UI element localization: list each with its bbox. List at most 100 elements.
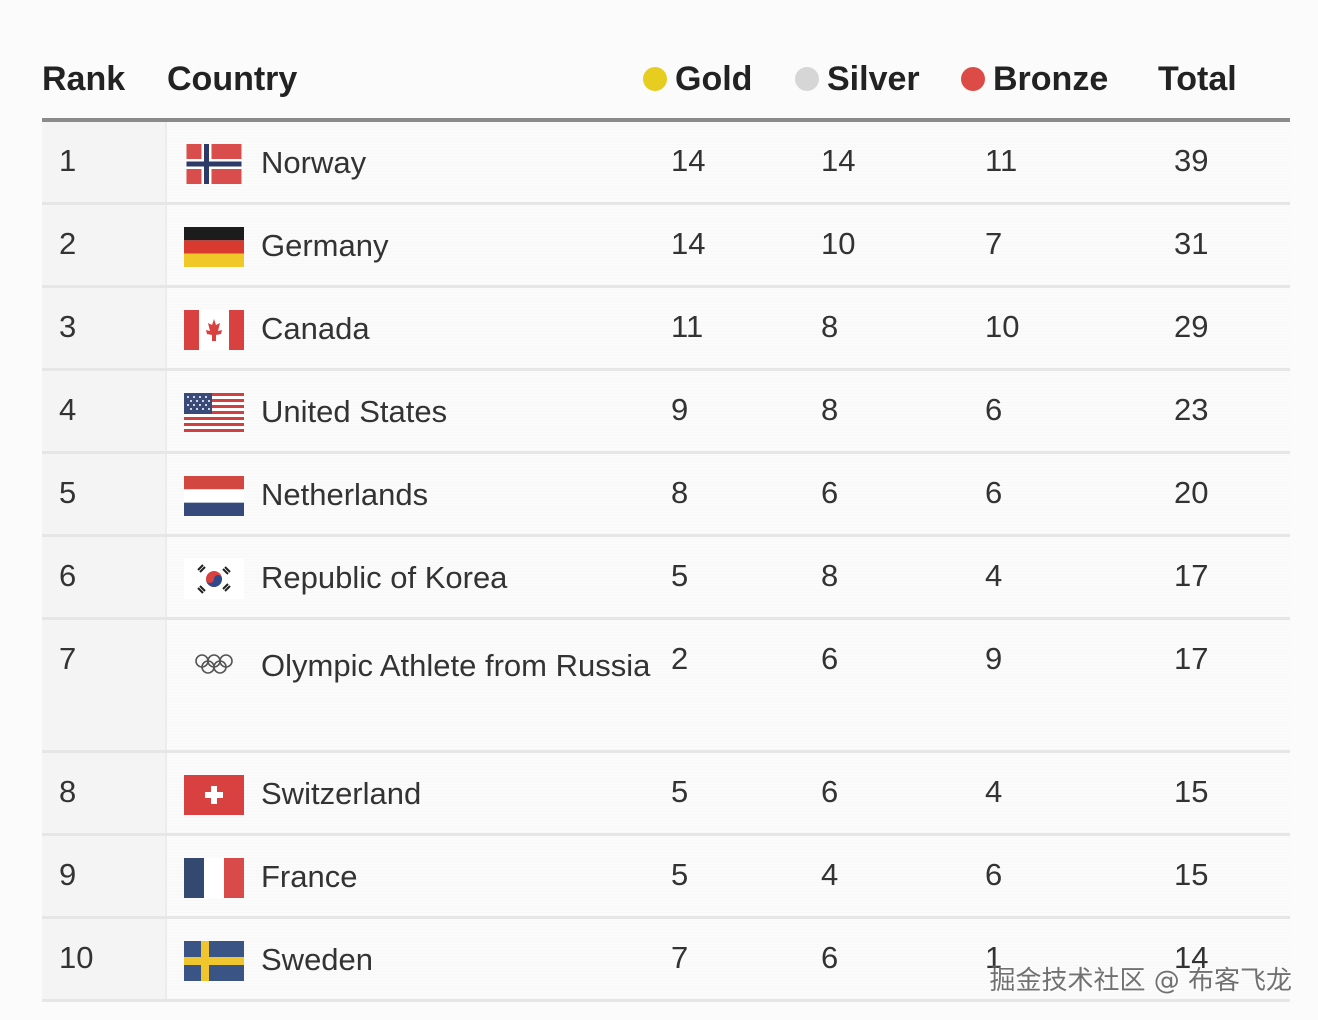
gold-count: 2 [671,641,689,676]
gold-count: 9 [671,392,689,427]
bronze-medal-icon [961,67,985,91]
germany-flag-icon [184,226,244,267]
country-name: Switzerland [261,776,422,811]
country-cell: United States [167,371,655,437]
watermark: 掘金技术社区 @ 布客飞龙 [989,966,1292,996]
table-row: 5 Netherlands 8 6 6 20 [42,454,1290,537]
total-count: 14 [1174,940,1209,975]
gold-count: 5 [671,774,689,809]
silver-count: 6 [821,940,839,975]
france-flag-icon [184,857,244,898]
table-row: 2 Germany 14 10 7 31 [42,205,1290,288]
table-row: 8 Switzerland 5 6 4 15 [42,753,1290,836]
bronze-count: 4 [985,774,1003,809]
sweden-flag-icon [184,940,244,981]
gold-count: 8 [671,475,689,510]
silver-count: 6 [821,475,839,510]
rank-cell: 1 [42,122,167,202]
netherlands-flag-icon [184,475,244,516]
total-count: 20 [1174,475,1209,510]
gold-count: 14 [671,143,706,178]
silver-medal-icon [795,67,819,91]
table-row: 7 Olympic Athlete from Russia 2 6 9 17 [42,620,1290,753]
bronze-count: 10 [985,309,1020,344]
olympic-rings-icon [195,654,233,674]
total-count: 15 [1174,857,1209,892]
header-silver-label: Silver [827,59,920,98]
header-bronze-label: Bronze [993,59,1109,98]
header-gold[interactable]: Gold [643,60,793,99]
bronze-count: 4 [985,558,1003,593]
bronze-count: 11 [985,143,1018,178]
rank-cell: 6 [42,537,167,617]
country-name: Netherlands [261,477,429,512]
header-bronze[interactable]: Bronze [961,60,1148,99]
bronze-count: 7 [985,226,1003,261]
table-row: 3 Canada 11 8 10 29 [42,288,1290,371]
bronze-count: 6 [985,392,1003,427]
country-name: Republic of Korea [261,560,508,595]
total-count: 17 [1174,558,1209,593]
table-row: 1 Norway 14 14 11 39 [42,122,1290,205]
total-count: 31 [1174,226,1209,261]
total-count: 39 [1174,143,1209,178]
table-row: 6 Republic of Korea 5 8 4 17 [42,537,1290,620]
country-name: France [261,859,358,894]
header-country[interactable]: Country [167,59,298,98]
country-cell: Republic of Korea [167,537,655,603]
country-name: United States [261,394,448,429]
header-rank[interactable]: Rank [42,59,126,98]
rank-cell: 9 [42,836,167,916]
rank-cell: 4 [42,371,167,451]
country-cell: Netherlands [167,454,655,520]
silver-count: 10 [821,226,856,261]
korea-flag-icon [184,558,244,599]
table-row: 4 United States 9 8 [42,371,1290,454]
country-name: Canada [261,311,370,346]
total-count: 17 [1174,641,1209,676]
bronze-count: 6 [985,475,1003,510]
country-name: Germany [261,228,389,263]
table-header: Rank Country Gold Silver Bronze Total [42,40,1290,122]
norway-flag-icon [186,143,242,184]
rank-cell: 2 [42,205,167,285]
rank-cell: 10 [42,919,167,999]
rank-cell: 8 [42,753,167,833]
silver-count: 4 [821,857,839,892]
total-count: 15 [1174,774,1209,809]
country-name: Norway [261,145,367,180]
table-row: 9 France 5 4 6 15 [42,836,1290,919]
country-cell: Germany [167,205,655,271]
gold-medal-icon [643,67,667,91]
medal-table: Rank Country Gold Silver Bronze Total 1 [42,40,1290,1002]
country-cell: Norway [167,122,655,188]
silver-count: 6 [821,774,839,809]
country-cell: Olympic Athlete from Russia [167,620,655,691]
country-cell: France [167,836,655,902]
gold-count: 11 [671,309,704,344]
switzerland-flag-icon [184,774,244,815]
usa-flag-icon [184,392,244,433]
gold-count: 7 [671,940,689,975]
gold-count: 5 [671,857,689,892]
silver-count: 6 [821,641,839,676]
header-total[interactable]: Total [1158,59,1237,98]
country-cell: Canada [167,288,655,354]
bronze-count: 1 [985,940,1003,975]
country-name: Sweden [261,942,374,977]
gold-count: 5 [671,558,689,593]
bronze-count: 9 [985,641,1003,676]
header-silver[interactable]: Silver [795,60,961,99]
country-cell: Sweden [167,919,655,985]
canada-flag-icon [184,309,244,350]
bronze-count: 6 [985,857,1003,892]
rank-cell: 5 [42,454,167,534]
total-count: 29 [1174,309,1209,344]
table-row: 10 Sweden 7 6 1 14 [42,919,1290,1002]
silver-count: 8 [821,392,839,427]
total-count: 23 [1174,392,1209,427]
silver-count: 8 [821,558,839,593]
gold-count: 14 [671,226,706,261]
header-gold-label: Gold [675,59,753,98]
rank-cell: 7 [42,620,167,750]
